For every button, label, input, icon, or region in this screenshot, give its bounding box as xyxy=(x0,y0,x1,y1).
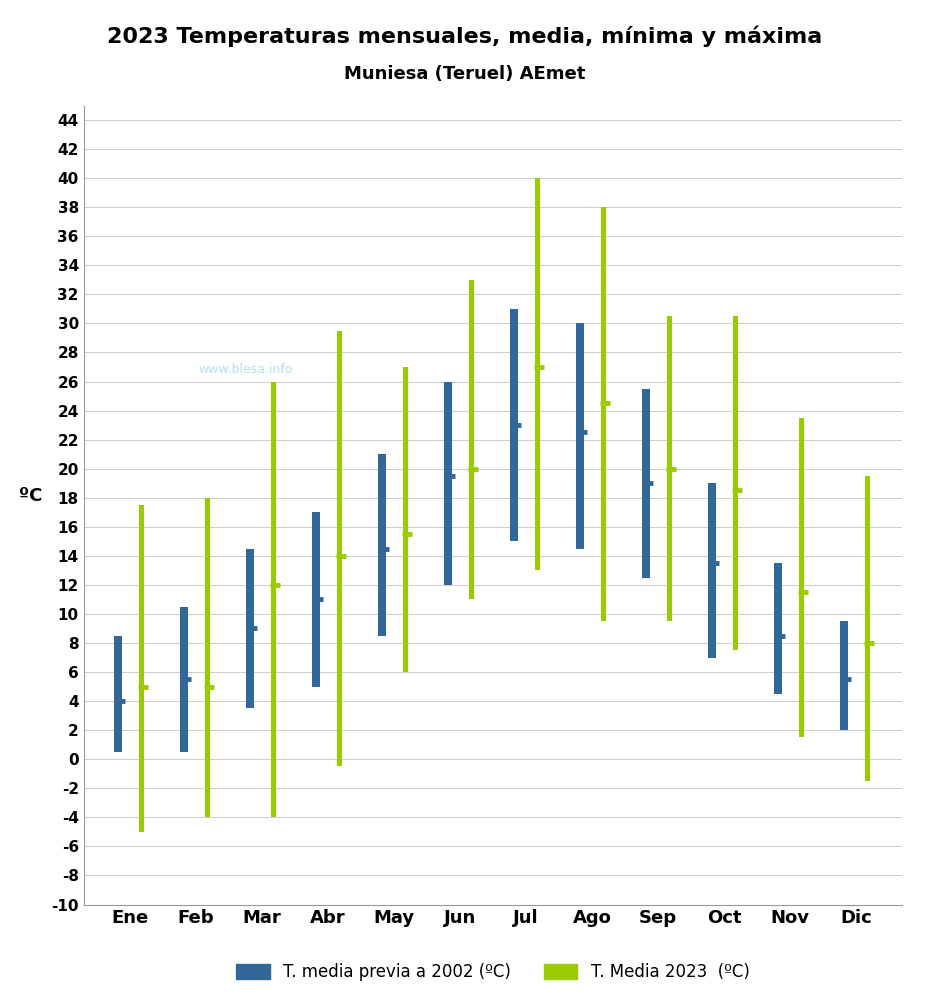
Bar xyxy=(536,178,540,571)
Bar xyxy=(379,454,386,636)
Bar xyxy=(338,331,342,767)
Bar xyxy=(272,382,276,817)
Bar xyxy=(140,505,144,832)
Text: Muniesa (Teruel) AEmet: Muniesa (Teruel) AEmet xyxy=(344,65,586,83)
Bar xyxy=(734,317,738,650)
Text: 2023 Temperaturas mensuales, media, mínima y máxima: 2023 Temperaturas mensuales, media, míni… xyxy=(107,25,823,46)
Bar xyxy=(470,279,474,599)
Bar xyxy=(206,497,210,817)
Bar xyxy=(444,382,452,585)
Bar xyxy=(246,549,254,709)
Bar xyxy=(866,476,870,781)
Bar xyxy=(800,418,804,738)
Text: www.blesa.info: www.blesa.info xyxy=(198,363,293,376)
Bar xyxy=(602,207,606,621)
Bar xyxy=(114,636,122,752)
Bar xyxy=(668,317,672,621)
Bar xyxy=(404,367,408,672)
Bar xyxy=(312,513,320,686)
Bar xyxy=(642,389,650,578)
Y-axis label: ºC: ºC xyxy=(19,487,42,505)
Bar xyxy=(510,309,518,542)
Bar xyxy=(708,483,716,657)
Bar xyxy=(180,607,188,752)
Bar xyxy=(576,324,584,549)
Legend: T. media previa a 2002 (ºC), T. Media 2023  (ºC): T. media previa a 2002 (ºC), T. Media 20… xyxy=(230,957,756,988)
Bar xyxy=(840,621,848,731)
Bar xyxy=(774,563,782,693)
